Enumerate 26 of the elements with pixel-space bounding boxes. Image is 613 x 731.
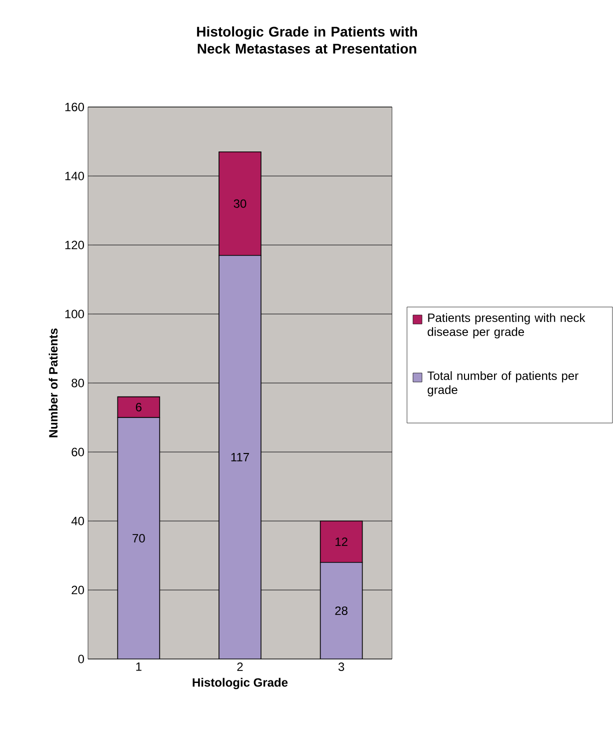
data-label: 12 [336,538,348,546]
y-tick-label: 160 [65,102,84,112]
y-tick-label: 120 [65,240,84,250]
y-tick-label: 20 [72,586,84,594]
legend-label: Total number of patients per grade [427,371,578,396]
chart-title: Histologic Grade in Patients with Neck Metastases at Presentation [197,26,417,54]
x-tick-label: 2 [237,662,243,671]
y-tick-label: 140 [65,172,84,180]
x-tick-label: 1 [136,662,142,671]
data-label: 6 [136,402,142,412]
x-tick-label: 3 [338,662,344,672]
data-label: 117 [231,453,249,462]
y-tick-label: 0 [78,654,84,664]
y-tick-label: 40 [71,516,84,526]
data-label: 70 [132,534,145,542]
y-tick-label: 80 [72,378,84,388]
x-axis-title: Histologic Grade [192,678,288,690]
data-label: 30 [234,199,246,208]
y-tick-label: 60 [72,448,84,456]
bar [218,254,262,659]
y-axis-title: Number of Patients [48,328,58,438]
data-label: 28 [335,606,348,615]
legend-label: Patients presenting with neck disease per grade [428,313,586,338]
bar [117,417,160,659]
bar [320,562,363,659]
y-tick-label: 100 [65,310,84,318]
